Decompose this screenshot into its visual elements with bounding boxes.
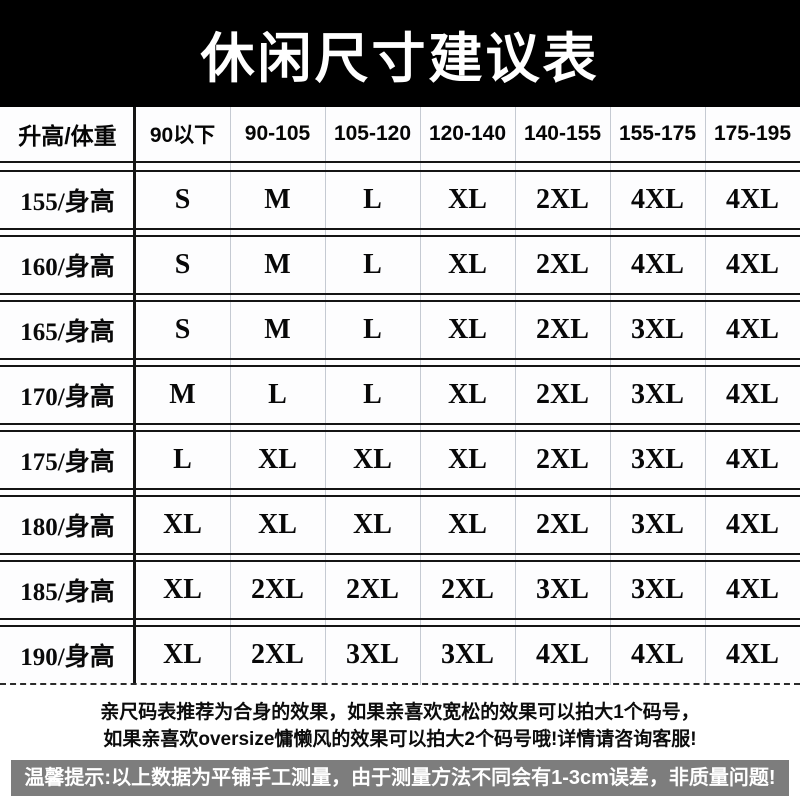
table-row: 180/身高 XL XL XL XL 2XL 3XL 4XL xyxy=(0,495,800,555)
corner-header: 升高/体重 xyxy=(18,123,117,149)
size-value-cell: L xyxy=(363,249,382,280)
size-value-cell: S xyxy=(174,184,191,215)
size-value-cell: XL xyxy=(448,249,487,280)
size-value-cell: 3XL xyxy=(441,639,494,670)
size-value-cell: XL xyxy=(353,509,392,540)
size-value-cell: L xyxy=(173,444,192,475)
weight-range-header: 140-155 xyxy=(523,122,602,145)
table-row: 155/身高 S M L XL 2XL 4XL 4XL xyxy=(0,170,800,230)
size-value-cell: M xyxy=(264,314,291,345)
table-row: 190/身高 XL 2XL 3XL 3XL 4XL 4XL 4XL xyxy=(0,625,800,685)
height-row-label: 180/身高 xyxy=(20,514,115,541)
size-value-cell: XL xyxy=(448,314,487,345)
size-value-cell: L xyxy=(268,379,287,410)
height-row-label: 185/身高 xyxy=(20,579,115,606)
size-value-cell: 4XL xyxy=(726,444,779,475)
measurement-tip-bar: 温馨提示:以上数据为平铺手工测量，由于测量方法不同会有1-3cm误差，非质量问题… xyxy=(11,760,789,796)
size-value-cell: 2XL xyxy=(536,444,589,475)
size-value-cell: 3XL xyxy=(631,379,684,410)
fit-note-line2: 如果亲喜欢oversize慵懒风的效果可以拍大2个码号哦!详情请咨询客服! xyxy=(103,729,697,750)
column-divider xyxy=(515,107,516,685)
size-value-cell: 2XL xyxy=(536,509,589,540)
size-value-cell: 3XL xyxy=(346,639,399,670)
size-value-cell: 4XL xyxy=(726,574,779,605)
height-row-label: 155/身高 xyxy=(20,189,115,216)
weight-range-header: 175-195 xyxy=(713,122,792,145)
size-value-cell: 2XL xyxy=(251,639,304,670)
size-value-cell: XL xyxy=(163,639,202,670)
size-value-cell: XL xyxy=(448,444,487,475)
weight-range-header: 105-120 xyxy=(333,122,412,145)
column-divider xyxy=(230,107,231,685)
size-value-cell: 4XL xyxy=(726,314,779,345)
table-row: 175/身高 L XL XL XL 2XL 3XL 4XL xyxy=(0,430,800,490)
column-divider xyxy=(610,107,611,685)
size-value-cell: 4XL xyxy=(631,249,684,280)
table-row: 170/身高 M L L XL 2XL 3XL 4XL xyxy=(0,365,800,425)
size-value-cell: 2XL xyxy=(536,379,589,410)
weight-range-header: 155-175 xyxy=(618,122,697,145)
table-row: 160/身高 S M L XL 2XL 4XL 4XL xyxy=(0,235,800,295)
size-value-cell: 2XL xyxy=(346,574,399,605)
table-row: 165/身高 S M L XL 2XL 3XL 4XL xyxy=(0,300,800,360)
size-value-cell: 2XL xyxy=(536,249,589,280)
size-value-cell: L xyxy=(363,379,382,410)
size-value-cell: L xyxy=(363,184,382,215)
size-value-cell: XL xyxy=(258,509,297,540)
table-header-row: 升高/体重 90以下 90-105 105-120 120-140 140-155 155… xyxy=(0,107,800,163)
size-value-cell: 3XL xyxy=(631,574,684,605)
size-value-cell: S xyxy=(174,314,191,345)
size-value-cell: XL xyxy=(353,444,392,475)
size-value-cell: M xyxy=(264,249,291,280)
size-value-cell: XL xyxy=(258,444,297,475)
size-value-cell: 3XL xyxy=(631,444,684,475)
column-divider xyxy=(705,107,706,685)
height-row-label: 190/身高 xyxy=(20,644,115,671)
column-divider xyxy=(325,107,326,685)
fit-notes: 亲尺码表推荐为合身的效果，如果亲喜欢宽松的效果可以拍大1个码号， 如果亲喜欢ov… xyxy=(0,699,800,753)
size-value-cell: S xyxy=(174,249,191,280)
size-value-cell: M xyxy=(264,184,291,215)
size-value-cell: 3XL xyxy=(631,509,684,540)
size-value-cell: XL xyxy=(448,379,487,410)
size-value-cell: XL xyxy=(448,184,487,215)
table-row: 185/身高 XL 2XL 2XL 2XL 3XL 3XL 4XL xyxy=(0,560,800,620)
size-value-cell: 4XL xyxy=(631,184,684,215)
height-row-label: 170/身高 xyxy=(20,384,115,411)
weight-range-header: 90以下 xyxy=(149,124,216,147)
size-value-cell: L xyxy=(363,314,382,345)
size-value-cell: 4XL xyxy=(726,184,779,215)
size-value-cell: 2XL xyxy=(251,574,304,605)
size-value-cell: 4XL xyxy=(726,509,779,540)
size-value-cell: 2XL xyxy=(441,574,494,605)
column-divider xyxy=(133,107,136,685)
height-row-label: 165/身高 xyxy=(20,319,115,346)
size-value-cell: 4XL xyxy=(536,639,589,670)
page-title: 休闲尺寸建议表 xyxy=(200,29,600,89)
size-value-cell: 2XL xyxy=(536,184,589,215)
height-row-label: 160/身高 xyxy=(20,254,115,281)
size-value-cell: 4XL xyxy=(726,249,779,280)
column-divider xyxy=(420,107,421,685)
size-value-cell: 4XL xyxy=(726,379,779,410)
size-value-cell: 3XL xyxy=(536,574,589,605)
table-body: 155/身高 S M L XL 2XL 4XL 4XL 160/身高 S M L XL 2XL 4XL 4XL… xyxy=(0,170,800,685)
size-value-cell: XL xyxy=(163,574,202,605)
height-row-label: 175/身高 xyxy=(20,449,115,476)
size-table: 升高/体重 90以下 90-105 105-120 120-140 140-155 155… xyxy=(0,107,800,685)
weight-range-header: 90-105 xyxy=(244,122,311,145)
size-value-cell: 2XL xyxy=(536,314,589,345)
fit-note-line1: 亲尺码表推荐为合身的效果，如果亲喜欢宽松的效果可以拍大1个码号， xyxy=(100,702,700,723)
size-value-cell: 4XL xyxy=(631,639,684,670)
size-value-cell: XL xyxy=(163,509,202,540)
title-banner: 休闲尺寸建议表 xyxy=(0,0,800,107)
size-value-cell: XL xyxy=(448,509,487,540)
size-value-cell: 4XL xyxy=(726,639,779,670)
size-value-cell: 3XL xyxy=(631,314,684,345)
size-value-cell: M xyxy=(169,379,196,410)
weight-range-header: 120-140 xyxy=(428,122,507,145)
